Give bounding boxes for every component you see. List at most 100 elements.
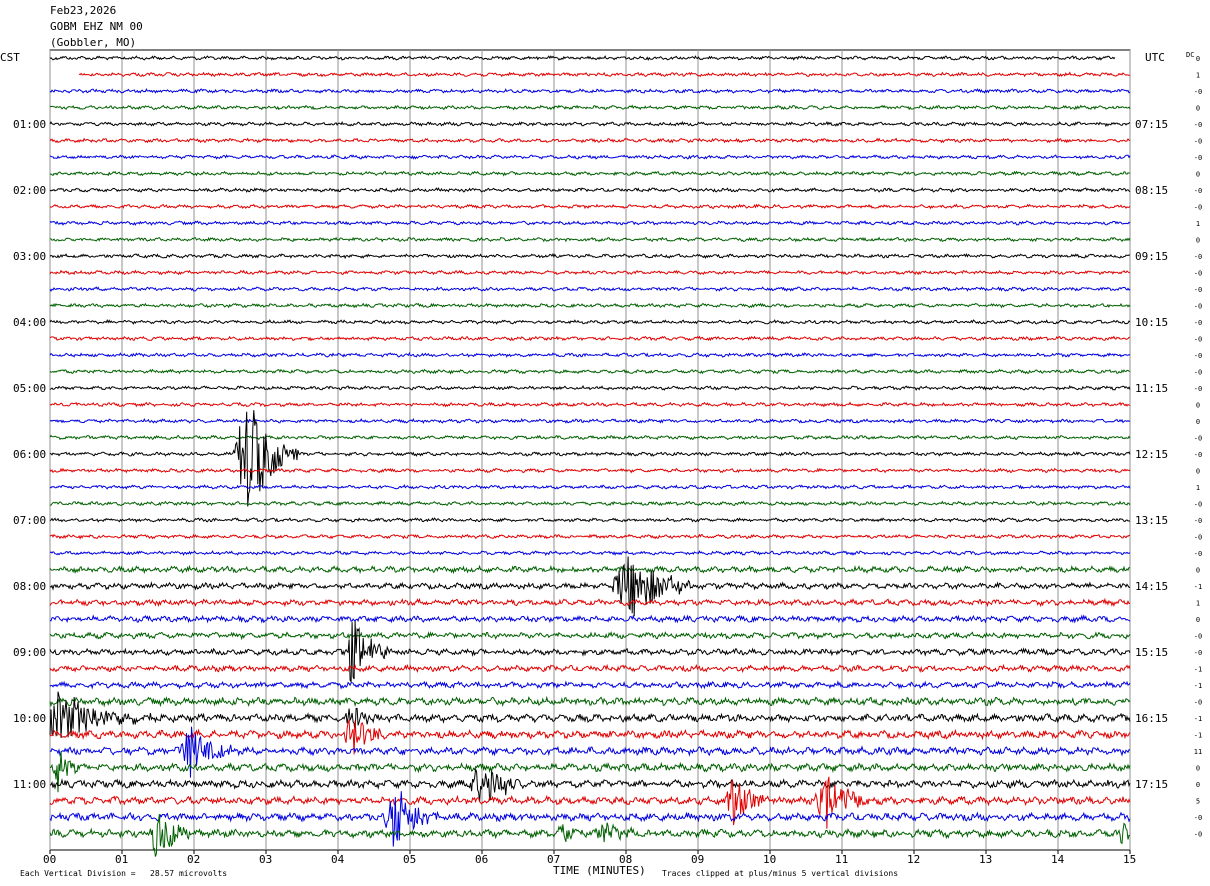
x-tick-label: 14 [1051,853,1065,866]
trace-line [49,368,1131,375]
dc-offset-label: 0 [1196,418,1200,426]
trace-line [49,236,1131,243]
trace-line [49,170,1131,177]
trace-line [49,187,1131,193]
x-tick-label: 10 [763,853,776,866]
grid-lines [49,49,1131,854]
dc-offset-label: 5 [1196,798,1200,806]
dc-offset-label: -0 [1194,385,1202,393]
dc-offset-label: -0 [1194,138,1202,146]
right-hour-label: 16:15 [1135,712,1168,725]
dc-offset-label: -0 [1194,121,1202,129]
dc-offset-label: -0 [1194,286,1202,294]
dc-offset-label: -0 [1194,550,1202,558]
right-hour-label: 07:15 [1135,118,1168,131]
dc-offset-label: -0 [1194,303,1202,311]
left-hour-label: 03:00 [13,250,46,263]
trace-line [49,663,1131,674]
x-tick-label: 15 [1123,853,1136,866]
dc-offset-label: 0 [1196,781,1200,789]
dc-offset-label: -0 [1194,517,1202,525]
dc-offset-label: -0 [1194,336,1202,344]
dc-offset-label: -0 [1194,435,1202,443]
trace-line [49,776,1131,829]
scale-note: Each Vertical Division = 28.57 microvolt… [20,869,227,878]
dc-label: DC [1186,51,1194,59]
dc-offset-label: 1 [1196,600,1200,608]
trace-line [49,335,1131,342]
x-tick-label: 02 [187,853,200,866]
right-hour-label: 14:15 [1135,580,1168,593]
left-timezone: CST [0,51,20,64]
header-location: (Gobbler, MO) [50,36,137,49]
left-hour-label: 02:00 [13,184,46,197]
trace-line [49,120,1131,128]
trace-line [49,680,1131,690]
trace-line [49,55,1116,62]
trace-line [49,550,1131,557]
x-tick-label: 13 [979,853,992,866]
x-axis-title: TIME (MINUTES) [553,864,646,877]
trace-line [49,718,1131,755]
trace-line [49,564,1131,575]
trace-line [49,220,1131,226]
dc-offset-label: -0 [1194,633,1202,641]
dc-offset-label: -0 [1194,649,1202,657]
trace-line [49,767,1131,802]
trace-line [49,352,1131,358]
trace-line [78,71,1131,78]
dc-offset-label: -0 [1194,154,1202,162]
trace-line [49,691,1131,738]
trace-line [49,203,1131,210]
dc-offset-label: -0 [1194,253,1202,261]
right-hour-label: 08:15 [1135,184,1168,197]
dc-offset-label: 0 [1196,55,1200,63]
right-hour-label: 11:15 [1135,382,1168,395]
trace-line [49,614,1131,624]
dc-offset-label: -0 [1194,369,1202,377]
dc-offset-label: 0 [1196,765,1200,773]
trace-line [49,695,1131,708]
x-tick-label: 03 [259,853,272,866]
trace-line [49,533,1130,540]
dc-offset-label: -0 [1194,88,1202,96]
dc-offset-label: -0 [1194,352,1202,360]
dc-offset-label: 1 [1196,220,1200,228]
right-hour-label: 17:15 [1135,778,1168,791]
trace-line [49,417,1131,424]
dc-offset-label: 0 [1196,237,1200,245]
trace-line [49,630,1131,641]
trace-line [49,154,1131,160]
trace-line [49,401,1131,408]
x-tick-label: 09 [691,853,704,866]
dc-offset-label: -0 [1194,319,1202,327]
left-hour-label: 11:00 [13,778,46,791]
left-hour-label: 08:00 [13,580,46,593]
x-tick-label: 06 [475,853,488,866]
trace-line [49,137,1131,144]
x-tick-label: 12 [907,853,920,866]
dc-offset-label: 0 [1196,171,1200,179]
trace-line [49,318,1131,325]
dc-offset-label: 0 [1196,105,1200,113]
trace-line [49,500,1131,507]
trace-line [49,302,1131,309]
right-hour-label: 12:15 [1135,448,1168,461]
x-tick-label: 11 [835,853,848,866]
dc-offset-label: -1 [1194,583,1202,591]
right-hour-label: 10:15 [1135,316,1168,329]
trace-line [49,286,1131,292]
x-tick-label: 01 [115,853,128,866]
right-hour-label: 09:15 [1135,250,1168,263]
seismic-traces [49,55,1131,857]
trace-line [49,484,1131,491]
trace-line [49,434,1131,441]
trace-line [49,597,1131,608]
right-hour-label: 15:15 [1135,646,1168,659]
dc-offset-label: 11 [1194,748,1202,756]
clip-note: Traces clipped at plus/minus 5 vertical … [662,869,898,878]
left-hour-label: 07:00 [13,514,46,527]
dc-offset-label: -0 [1194,699,1202,707]
trace-line [49,791,1131,847]
